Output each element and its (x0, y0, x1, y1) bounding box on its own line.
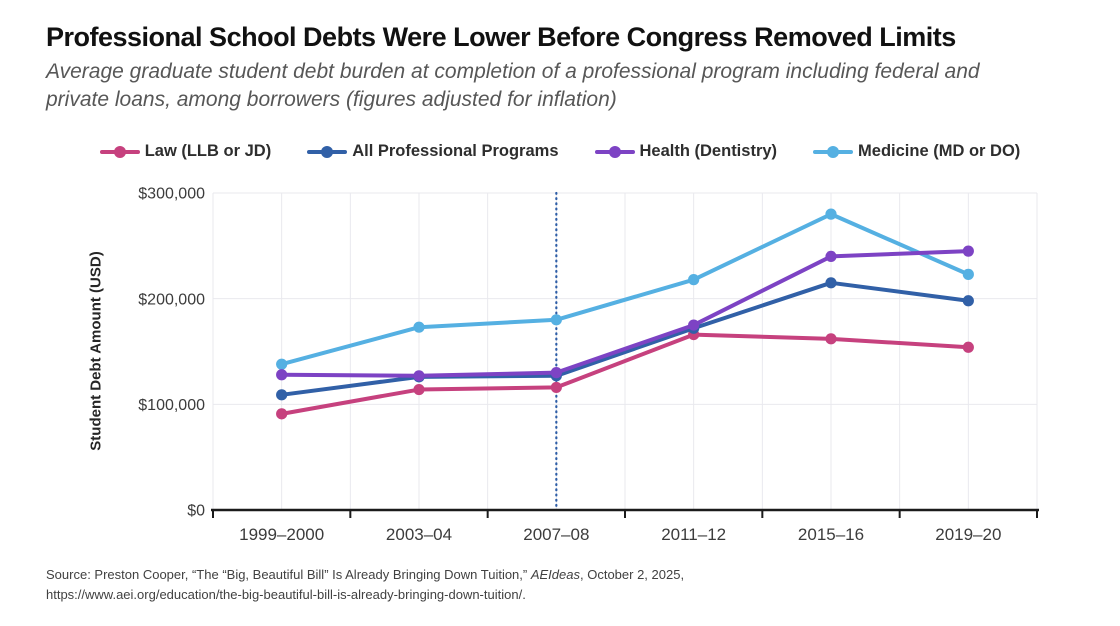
legend-label: Law (LLB or JD) (144, 142, 272, 160)
data-point (962, 341, 974, 353)
series-line (279, 280, 971, 397)
x-tick-label: 2011–12 (661, 525, 726, 544)
data-point (276, 358, 288, 370)
x-tick-label: 2019–20 (935, 525, 1001, 544)
legend-marker-icon (813, 145, 854, 158)
source-note: Source: Preston Cooper, “The “Big, Beaut… (46, 565, 684, 604)
data-point (276, 369, 288, 381)
y-tick-label: $200,000 (138, 291, 205, 308)
series-line (279, 249, 971, 378)
data-point (688, 274, 700, 286)
data-point (276, 408, 288, 420)
chart-title: Professional School Debts Were Lower Bef… (46, 22, 956, 52)
data-point (825, 277, 837, 289)
y-tick-label: $300,000 (138, 186, 205, 203)
legend-item-medicine-md-or-do: Medicine (MD or DO) (813, 142, 1020, 161)
data-point (276, 389, 288, 401)
legend-item-all-professional-programs: All Professional Programs (307, 142, 559, 161)
legend-dot (113, 145, 126, 158)
chart-legend: Law (LLB or JD) All Professional Programs… (40, 142, 1080, 161)
data-point (550, 381, 562, 394)
data-point (550, 367, 562, 379)
x-tick-label: 2015–16 (798, 525, 864, 544)
legend-label: Medicine (MD or DO) (858, 142, 1021, 160)
data-point (825, 333, 837, 345)
x-tick-label: 2007–08 (523, 525, 589, 544)
y-tick-label: $100,000 (138, 397, 205, 414)
legend-item-health-dentistry: Health (Dentistry) (594, 142, 778, 161)
source-date: , October 2, 2025, (580, 567, 685, 582)
x-tick-label: 1999–2000 (239, 525, 324, 544)
y-tick-label: $0 (187, 503, 205, 520)
data-point (962, 245, 974, 257)
series-line (279, 332, 971, 416)
legend-marker-icon (307, 145, 348, 158)
legend-marker-icon (99, 145, 140, 158)
legend-dot (608, 145, 621, 158)
x-tick-label: 2003–04 (386, 525, 452, 544)
data-point (413, 383, 425, 396)
series-health-dentistry (276, 245, 974, 382)
data-point (962, 295, 974, 307)
legend-item-law-llb-or-jd: Law (LLB or JD) (99, 142, 272, 161)
data-point (688, 319, 700, 331)
data-point (825, 208, 837, 220)
data-point (413, 370, 425, 382)
source-text: Source: Preston Cooper, “The “Big, Beaut… (46, 567, 531, 582)
data-point (962, 268, 974, 280)
series-medicine-md-or-do (276, 208, 974, 370)
legend-dot (321, 145, 334, 158)
source-url: https://www.aei.org/education/the-big-be… (46, 586, 526, 602)
data-point (550, 314, 562, 326)
series-line (279, 212, 971, 367)
data-point (825, 250, 837, 262)
legend-label: Health (Dentistry) (639, 142, 778, 160)
legend-label: All Professional Programs (352, 142, 559, 160)
chart-subtitle: Average graduate student debt burden at … (46, 60, 980, 112)
legend-marker-icon (594, 145, 635, 158)
source-publication: AEIdeas (530, 567, 580, 582)
data-point (413, 321, 425, 333)
legend-dot (827, 145, 840, 158)
